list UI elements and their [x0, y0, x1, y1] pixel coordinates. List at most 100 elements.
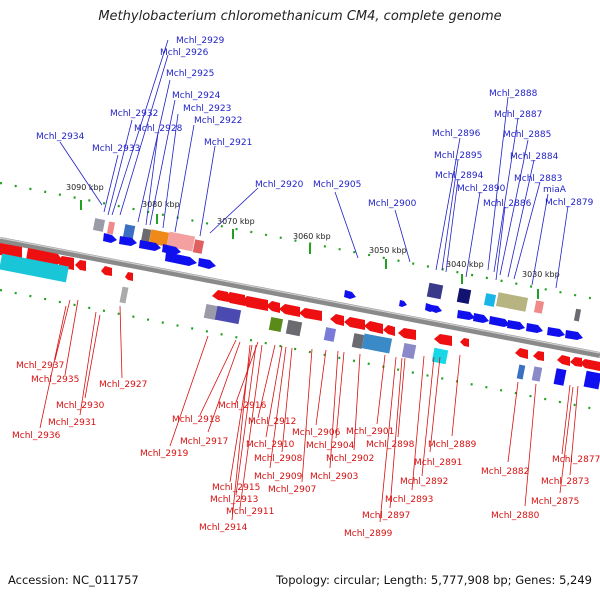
- gene-label[interactable]: Mchl_2883: [513, 174, 562, 280]
- gene-label[interactable]: Mchl_2925: [137, 69, 214, 223]
- feature-box: [92, 218, 106, 232]
- gene-label[interactable]: Mchl_2882: [481, 381, 529, 477]
- feature-box: [140, 228, 152, 244]
- gene-label-text: Mchl_2897: [362, 511, 410, 521]
- gene-label-text: Mchl_2928: [134, 124, 183, 134]
- gene-label-text: Mchl_2907: [268, 485, 316, 495]
- gene-label-text: Mchl_2886: [483, 199, 532, 209]
- gene-label[interactable]: miaA: [531, 185, 567, 286]
- feature-box: [203, 303, 219, 321]
- gene-label[interactable]: Mchl_2931: [48, 311, 97, 428]
- gene-label[interactable]: Mchl_2897: [362, 357, 410, 521]
- gene-label[interactable]: Mchl_2911: [226, 344, 274, 517]
- gene-label-text: Mchl_2873: [541, 477, 589, 487]
- gene-label[interactable]: Mchl_2912: [248, 344, 296, 427]
- gene-label[interactable]: Mchl_2884: [507, 152, 559, 278]
- feature-box: [214, 305, 242, 325]
- gene-label[interactable]: Mchl_2929: [111, 36, 225, 216]
- feature-box: [122, 224, 136, 240]
- gene-label[interactable]: Mchl_2923: [162, 104, 231, 229]
- gene-label[interactable]: Mchl_2875: [531, 386, 579, 507]
- inner-feature-track: [0, 253, 600, 390]
- gene-label[interactable]: Mchl_2920: [209, 180, 304, 234]
- gene-label[interactable]: Mchl_2893: [385, 355, 433, 505]
- gene-label[interactable]: Mchl_2892: [400, 356, 448, 487]
- gene-label[interactable]: Mchl_2935: [31, 299, 79, 385]
- kbp-tick: 3090 kbp: [66, 183, 104, 210]
- gene-label[interactable]: Mchl_2904: [306, 351, 355, 451]
- gene-label-text: Mchl_2885: [503, 130, 551, 140]
- gene-label[interactable]: Mchl_2890: [457, 184, 506, 278]
- gene-label[interactable]: Mchl_2877: [552, 384, 600, 465]
- gene-label[interactable]: Mchl_2916: [218, 341, 267, 411]
- gene-arrow: [570, 357, 582, 367]
- gene-label[interactable]: Mchl_2930: [56, 314, 105, 411]
- gene-label[interactable]: Mchl_2889: [428, 354, 477, 450]
- gene-label[interactable]: Mchl_2906: [292, 349, 341, 438]
- feature-box: [166, 231, 196, 252]
- gene-label-text: Mchl_2930: [56, 401, 105, 411]
- gene-label-text: Mchl_2898: [366, 440, 415, 450]
- gene-label[interactable]: Mchl_2907: [268, 348, 316, 495]
- gene-label[interactable]: Mchl_2887: [493, 110, 542, 273]
- gene-label[interactable]: Mchl_2918: [172, 339, 237, 425]
- kbp-scale: 3090 kbp 3080 kbp 3070 kbp 3060 kbp 3050…: [66, 183, 560, 299]
- gene-label[interactable]: Mchl_2928: [134, 124, 183, 226]
- gene-label[interactable]: Mchl_2922: [174, 116, 242, 233]
- gene-label-text: Mchl_2914: [199, 523, 248, 533]
- feature-box: [361, 333, 393, 354]
- kbp-tick-label: 3080 kbp: [142, 200, 180, 209]
- gene-label-text: Mchl_2935: [31, 375, 79, 385]
- gene-label[interactable]: Mchl_2937: [16, 299, 71, 371]
- gene-label-text: Mchl_2921: [204, 138, 252, 148]
- gene-label[interactable]: Mchl_2900: [368, 199, 417, 263]
- gene-label[interactable]: Mchl_2895: [434, 151, 482, 271]
- gene-label[interactable]: Mchl_2898: [366, 357, 415, 450]
- gene-label[interactable]: Mchl_2886: [483, 199, 532, 281]
- gene-arrow: [224, 292, 245, 306]
- gene-label[interactable]: Mchl_2909: [254, 346, 303, 482]
- gene-label[interactable]: Mchl_2917: [180, 341, 241, 447]
- gene-label[interactable]: Mchl_2932: [107, 109, 158, 216]
- gene-label-text: Mchl_2936: [12, 431, 61, 441]
- gene-label[interactable]: Mchl_2903: [310, 350, 358, 482]
- gene-label[interactable]: Mchl_2901: [346, 354, 394, 437]
- kbp-tick-label: 3030 kbp: [522, 270, 560, 279]
- gene-label[interactable]: Mchl_2879: [545, 198, 594, 289]
- gene-label-text: Mchl_2879: [545, 198, 594, 208]
- gene-label[interactable]: Mchl_2880: [491, 383, 540, 521]
- gene-label[interactable]: Mchl_2936: [12, 305, 67, 441]
- gene-label[interactable]: Mchl_2905: [313, 180, 361, 259]
- gene-label[interactable]: Mchl_2933: [92, 144, 140, 213]
- gene-label[interactable]: Mchl_2924: [149, 91, 221, 226]
- gene-label[interactable]: Mchl_2921: [199, 138, 252, 237]
- kbp-tick-label: 3040 kbp: [446, 260, 484, 269]
- gene-label[interactable]: Mchl_2899: [344, 356, 397, 539]
- gene-label-text: Mchl_2889: [428, 440, 477, 450]
- gene-label[interactable]: Mchl_2873: [541, 385, 589, 487]
- gene-label[interactable]: Mchl_2891: [414, 356, 462, 468]
- gene-label[interactable]: Mchl_2919: [140, 335, 209, 459]
- gene-label[interactable]: Mchl_2896: [432, 129, 481, 271]
- gene-label[interactable]: Mchl_2888: [487, 89, 538, 271]
- genome-backbone: [0, 237, 600, 358]
- gene-arrow: [399, 300, 407, 307]
- gene-arrow: [139, 240, 161, 251]
- gene-label[interactable]: Mchl_2934: [36, 132, 103, 206]
- gene-label-text: Mchl_2932: [110, 109, 158, 119]
- gene-label-text: Mchl_2910: [246, 440, 295, 450]
- gene-label[interactable]: Mchl_2902: [326, 353, 374, 464]
- gene-arrow: [473, 313, 489, 323]
- gene-label-text: Mchl_2902: [326, 454, 374, 464]
- gene-label-text: Mchl_2890: [457, 184, 506, 194]
- gene-label[interactable]: Mchl_2894: [435, 171, 484, 273]
- gene-label-text: Mchl_2893: [385, 495, 433, 505]
- gene-label[interactable]: Mchl_2915: [212, 344, 260, 493]
- gene-label[interactable]: Mchl_2885: [499, 130, 551, 276]
- gene-label[interactable]: Mchl_2927: [99, 305, 147, 390]
- feature-box: [553, 368, 567, 386]
- gene-label[interactable]: Mchl_2914: [199, 344, 251, 533]
- gene-label[interactable]: Mchl_2926: [119, 48, 209, 216]
- gene-label[interactable]: Mchl_2910: [246, 345, 295, 450]
- gene-label[interactable]: Mchl_2908: [254, 347, 303, 464]
